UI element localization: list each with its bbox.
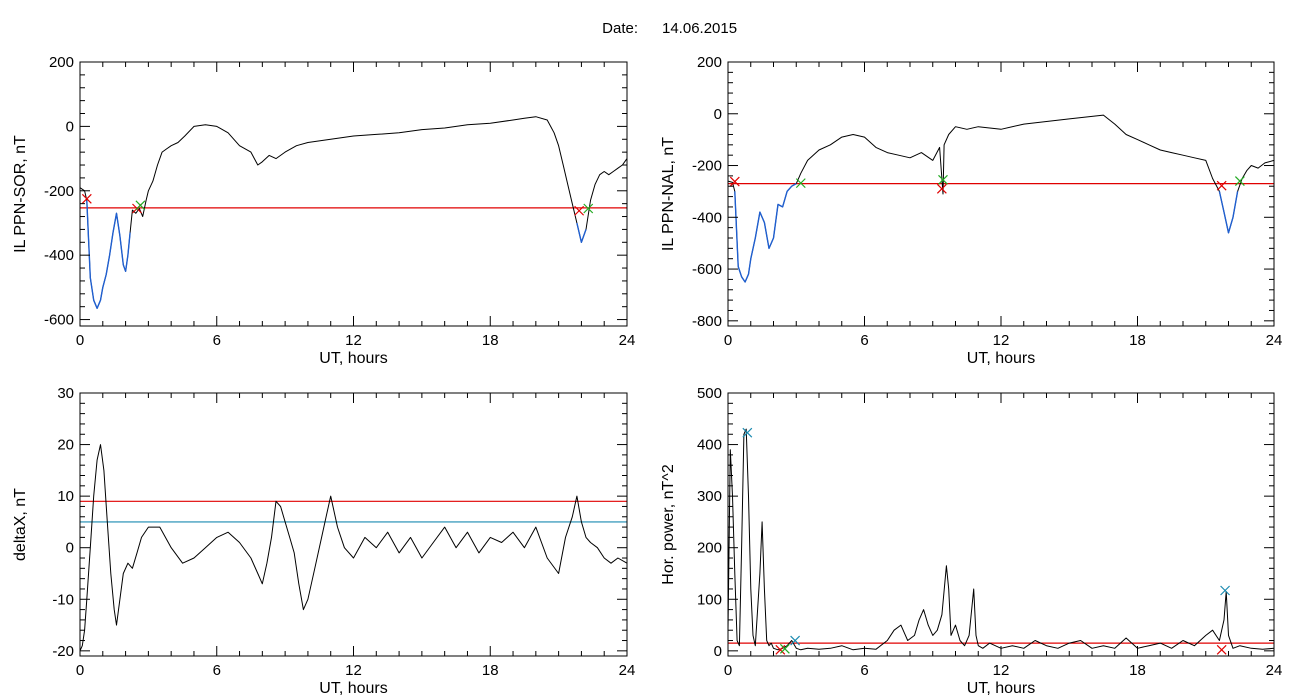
series-line-1: [86, 200, 131, 309]
marker-3: [938, 174, 948, 185]
series-line-2: [576, 222, 587, 244]
series-line-0: [728, 428, 1274, 651]
x-tick-label-6: 6: [860, 332, 868, 349]
series-line-0: [80, 116, 627, 309]
x-tick-label-18: 18: [1129, 662, 1146, 679]
y-tick-label-600: -600: [44, 312, 74, 329]
x-tick-label-18: 18: [1129, 332, 1146, 349]
x-tick-label-6: 6: [213, 332, 221, 349]
y-tick-label-200: 200: [49, 54, 74, 71]
x-tick-label-0: 0: [76, 662, 84, 679]
series-line-0: [728, 114, 1274, 283]
y-tick-label-20: -20: [52, 643, 74, 660]
y-tick-label-0: 0: [714, 106, 722, 123]
x-tick-label-0: 0: [76, 332, 84, 349]
y-tick-label-0: 0: [66, 118, 74, 135]
plot-frame: [727, 392, 1275, 657]
plot-frame: [79, 392, 628, 657]
x-axis-label: UT, hours: [319, 680, 387, 697]
series-line-1: [734, 182, 797, 283]
x-axis-label: UT, hours: [967, 350, 1035, 367]
y-tick-label-300: 300: [697, 488, 722, 505]
x-tick-label-24: 24: [1266, 332, 1283, 349]
y-tick-label-200: -200: [692, 158, 722, 175]
y-tick-label-10: -10: [52, 591, 74, 608]
x-tick-label-12: 12: [345, 662, 362, 679]
y-tick-label-200: 200: [697, 540, 722, 557]
y-tick-label-200: -200: [44, 183, 74, 200]
marker-3: [790, 635, 801, 646]
marker-0: [742, 427, 753, 438]
y-tick-label-400: 400: [697, 437, 722, 454]
y-tick-label-0: 0: [714, 643, 722, 660]
plot-frame: [79, 61, 628, 327]
x-tick-label-12: 12: [993, 662, 1010, 679]
x-tick-label-12: 12: [345, 332, 362, 349]
marker-5: [1234, 176, 1245, 186]
x-tick-label-24: 24: [619, 332, 636, 349]
series-line-2: [1218, 191, 1239, 234]
x-axis-label: UT, hours: [319, 350, 387, 367]
y-tick-label-30: 30: [57, 385, 74, 402]
marker-4: [1216, 180, 1227, 191]
y-axis-label: IL PPN-SOR, nT: [12, 135, 29, 253]
y-tick-label-500: 500: [697, 385, 722, 402]
x-tick-label-12: 12: [993, 332, 1010, 349]
y-axis-label: deltaX, nT: [12, 488, 29, 561]
marker-3: [574, 205, 585, 216]
y-tick-label-100: 100: [697, 591, 722, 608]
x-tick-label-18: 18: [482, 662, 499, 679]
x-tick-label-0: 0: [724, 662, 732, 679]
marker-2: [779, 643, 790, 654]
panel-horizontal-power: 0 6 12 18 24 0 100 200 300 400 500 UT, hours Hor. po…: [660, 385, 1282, 697]
y-axis-label: Hor. power, nT^2: [660, 464, 677, 585]
panel-il-ppn-sor: 0 6 12 18 24 -600 -400 -200 0 200 UT, hours IL PPN-…: [12, 54, 635, 367]
y-tick-label-0: 0: [66, 540, 74, 557]
y-axis-label: IL PPN-NAL, nT: [660, 137, 677, 251]
y-tick-label-20: 20: [57, 437, 74, 454]
date-value: 14.06.2015: [662, 20, 737, 37]
x-tick-label-24: 24: [619, 662, 636, 679]
panel-deltax: 0 6 12 18 24 -20 -10 0 10 20 30 UT, hours deltaX, nT: [12, 385, 635, 697]
marker-2: [936, 183, 947, 194]
y-tick-label-600: -600: [692, 261, 722, 278]
x-tick-label-6: 6: [860, 662, 868, 679]
y-tick-label-400: -400: [44, 247, 74, 264]
x-tick-label-6: 6: [213, 662, 221, 679]
series-line-0: [80, 444, 627, 652]
marker-4: [583, 203, 594, 214]
date-label: Date:: [602, 20, 638, 37]
plot-frame: [727, 61, 1275, 327]
x-axis-label: UT, hours: [967, 680, 1035, 697]
marker-1: [795, 178, 806, 189]
y-tick-label-400: -400: [692, 209, 722, 226]
marker-4: [1220, 585, 1231, 596]
x-tick-label-18: 18: [482, 332, 499, 349]
x-tick-label-24: 24: [1266, 662, 1283, 679]
y-tick-label-10: 10: [57, 488, 74, 505]
x-tick-label-0: 0: [724, 332, 732, 349]
marker-5: [1216, 644, 1227, 655]
marker-0: [729, 176, 740, 187]
marker-0: [81, 193, 92, 204]
y-tick-label-800: -800: [692, 313, 722, 330]
marker-2: [135, 200, 146, 211]
y-tick-label-200: 200: [697, 54, 722, 71]
panel-il-ppn-nal: 0 6 12 18 24 -800 -600 -400 -200 0 200 UT, hours IL …: [660, 54, 1282, 367]
